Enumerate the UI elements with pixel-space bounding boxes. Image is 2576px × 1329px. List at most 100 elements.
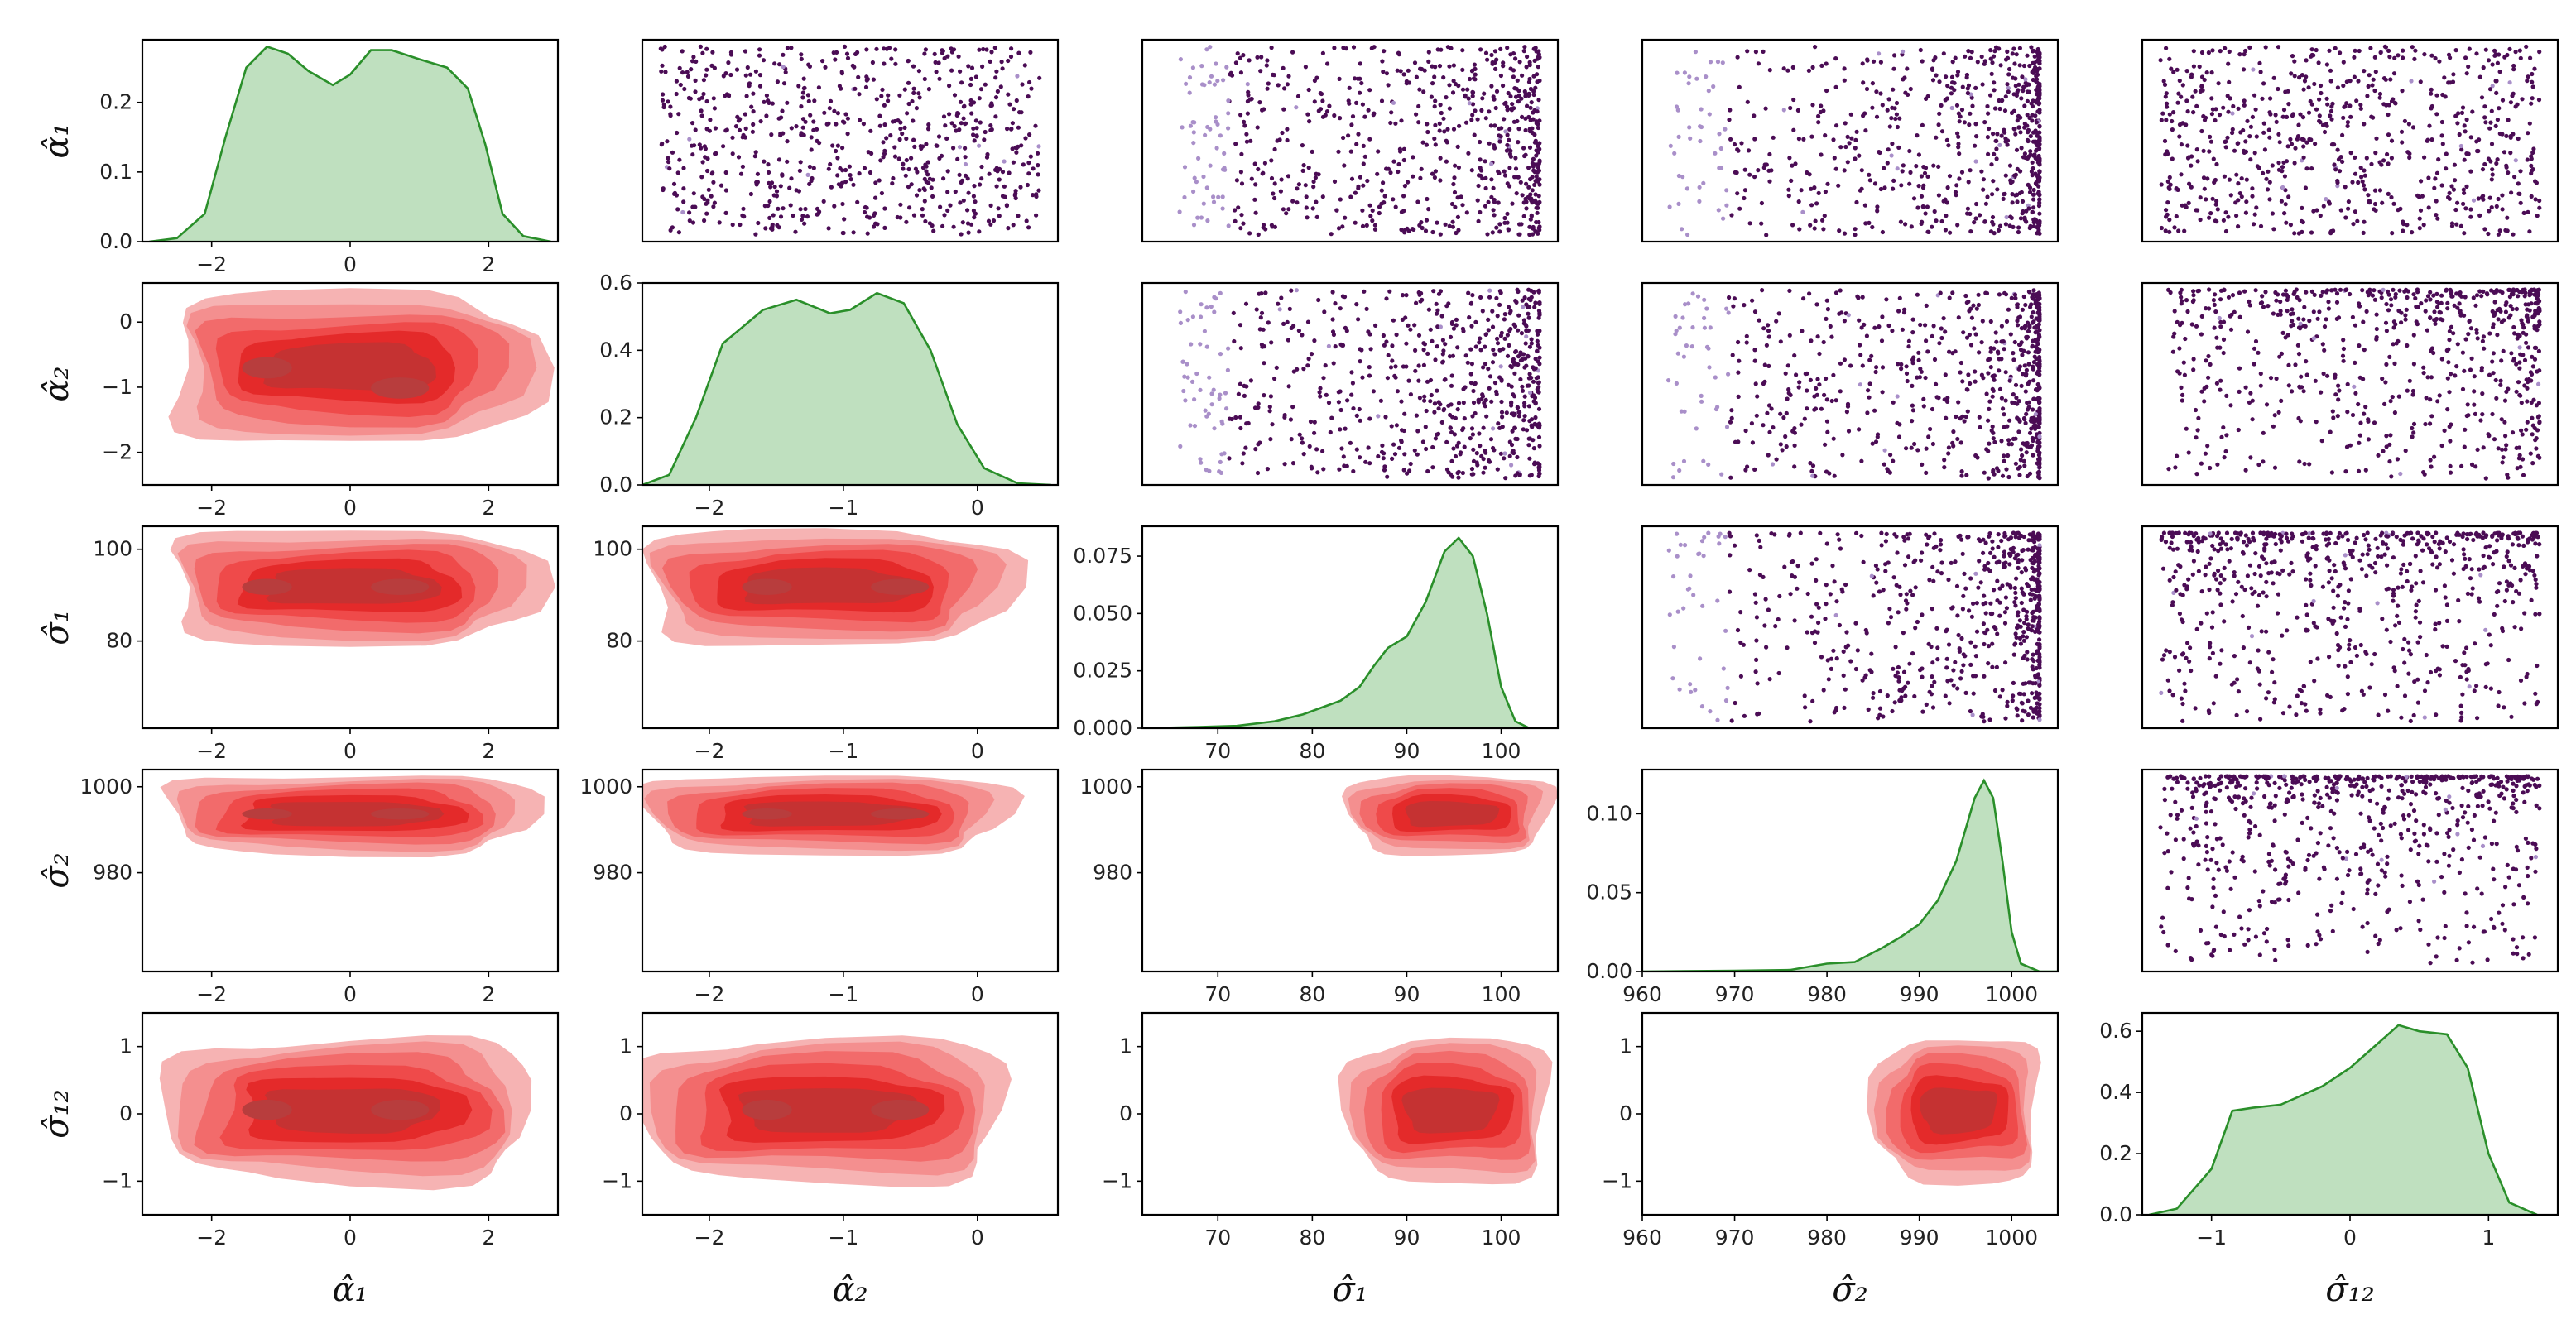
scatter-point — [1521, 49, 1526, 54]
scatter-point — [1236, 205, 1241, 210]
scatter-point — [1245, 98, 1250, 104]
scatter-point — [2303, 324, 2308, 329]
scatter-point — [2473, 411, 2477, 416]
scatter-point — [743, 49, 748, 54]
scatter-point — [2386, 112, 2391, 118]
scatter-point — [2031, 197, 2036, 202]
scatter-point — [2037, 51, 2042, 56]
scatter-point — [800, 117, 806, 122]
scatter-point — [1531, 290, 1536, 295]
scatter-point — [2518, 393, 2523, 398]
scatter-point — [1208, 163, 1213, 168]
scatter-point — [2437, 59, 2442, 64]
scatter-point — [1391, 442, 1396, 447]
scatter-point — [871, 77, 876, 82]
scatter-point — [2170, 156, 2175, 161]
scatter-point — [1815, 377, 1820, 381]
scatter-point — [1437, 121, 1442, 126]
scatter-point — [949, 68, 954, 73]
scatter-point — [1493, 105, 1498, 111]
scatter-point — [2214, 161, 2219, 167]
scatter-point — [2250, 194, 2255, 199]
scatter-point — [2013, 295, 2018, 300]
scatter-point — [1473, 108, 1478, 113]
scatter-point — [986, 218, 992, 223]
scatter-point — [748, 72, 753, 77]
scatter-point — [1430, 444, 1435, 450]
scatter-point — [2223, 228, 2229, 234]
scatter-point — [1676, 134, 1681, 139]
scatter-point — [843, 167, 848, 173]
scatter-point — [2247, 303, 2252, 308]
scatter-point — [791, 213, 795, 218]
scatter-point — [995, 169, 1000, 174]
scatter-point — [2352, 55, 2357, 60]
scatter-point — [2366, 193, 2371, 198]
scatter-point — [1884, 297, 1889, 302]
scatter-point — [1312, 430, 1317, 435]
scatter-point — [957, 172, 962, 177]
scatter-point — [1281, 207, 1286, 212]
scatter-point — [1490, 360, 1496, 365]
scatter-point — [1972, 220, 1977, 225]
scatter-point — [1425, 468, 1430, 474]
scatter-point — [835, 156, 840, 161]
scatter-point — [2007, 378, 2012, 383]
scatter-point — [1706, 89, 1711, 94]
scatter-point — [1966, 180, 1971, 185]
scatter-point — [1512, 425, 1517, 430]
scatter-point — [1360, 208, 1365, 213]
scatter-point — [2281, 108, 2287, 113]
scatter-point — [1281, 321, 1286, 326]
scatter-point — [2232, 148, 2237, 153]
scatter-point — [2206, 353, 2211, 359]
scatter-point — [1523, 91, 1528, 96]
scatter-point — [2020, 453, 2025, 458]
scatter-point — [1412, 60, 1418, 65]
scatter-point — [785, 100, 790, 105]
scatter-point — [2367, 290, 2372, 296]
scatter-point — [1526, 91, 1531, 96]
scatter-point — [788, 203, 793, 208]
scatter-point — [1518, 350, 1523, 355]
scatter-point — [1682, 70, 1687, 75]
scatter-point — [1397, 146, 1402, 151]
scatter-point — [2321, 204, 2326, 209]
scatter-point — [1915, 375, 1920, 380]
scatter-point — [2387, 55, 2392, 60]
scatter-point — [2026, 329, 2031, 333]
scatter-point — [700, 50, 705, 55]
scatter-point — [799, 104, 804, 109]
scatter-point — [2516, 136, 2521, 142]
scatter-point — [1286, 74, 1291, 79]
scatter-point — [2167, 218, 2172, 223]
scatter-point — [1269, 158, 1274, 163]
scatter-point — [1809, 338, 1814, 343]
scatter-point — [2314, 47, 2319, 53]
scatter-point — [1520, 193, 1525, 198]
scatter-point — [2517, 48, 2522, 53]
scatter-point — [1949, 91, 1954, 96]
scatter-point — [2507, 80, 2512, 85]
scatter-point — [1425, 351, 1430, 356]
scatter-point — [1253, 447, 1258, 452]
scatter-point — [2004, 214, 2009, 220]
scatter-point — [2309, 230, 2314, 235]
scatter-point — [1685, 232, 1690, 237]
scatter-point — [1793, 161, 1798, 166]
scatter-point — [2482, 227, 2487, 232]
scatter-point — [1511, 74, 1516, 79]
scatter-point — [2166, 287, 2171, 292]
scatter-point — [1433, 169, 1438, 174]
scatter-point — [959, 232, 964, 237]
scatter-point — [685, 70, 690, 74]
scatter-point — [1309, 352, 1314, 357]
scatter-point — [1957, 151, 1962, 156]
xtick-label: −2 — [196, 496, 227, 520]
scatter-point — [2284, 292, 2290, 297]
scatter-point — [847, 164, 852, 169]
scatter-point — [2165, 200, 2170, 205]
scatter-point — [1016, 125, 1021, 130]
scatter-point — [1324, 392, 1329, 397]
scatter-point — [1933, 55, 1938, 60]
